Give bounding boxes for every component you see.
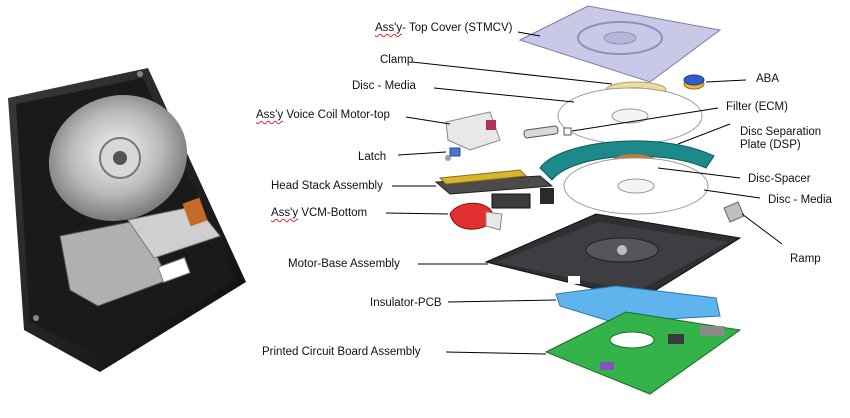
top-cover-part: [518, 5, 722, 83]
label-vcm-bottom: Ass'y VCM-Bottom: [271, 207, 367, 220]
head-stack-part: [434, 169, 554, 209]
vcm-bottom-part: [449, 202, 503, 231]
ramp-part: [723, 201, 745, 223]
label-vcm-top: Ass'y Voice Coil Motor-top: [256, 109, 390, 122]
label-disc-spacer: Disc-Spacer: [748, 173, 811, 185]
leader-pcba: [445, 351, 547, 355]
assembled-drive-photo: [8, 68, 246, 372]
leader-vcm-top: [405, 116, 451, 125]
label-dsp-line1: Disc Separation: [740, 126, 822, 138]
label-ramp: Ramp: [790, 253, 821, 265]
leader-disc-spacer: [657, 167, 741, 179]
disc-media-bottom-part: [563, 157, 709, 215]
label-top-cover: Ass'y- Top Cover (STMCV): [375, 22, 512, 35]
pcba-part: [544, 311, 742, 395]
latch-part: [445, 147, 461, 161]
label-vcm-bottom-prefix: Ass'y: [271, 207, 299, 219]
label-dsp: Disc Separation Plate (DSP): [740, 126, 821, 152]
leader-vcm-bottom: [385, 212, 449, 215]
label-clamp: Clamp: [380, 54, 414, 66]
leader-disc-media-right: [703, 189, 761, 199]
vcm-top-part: [445, 111, 501, 151]
label-filter: Filter (ECM): [726, 101, 788, 113]
label-latch: Latch: [358, 151, 387, 163]
leader-lines: [385, 31, 783, 355]
leader-top-cover: [517, 31, 541, 37]
leader-ramp: [741, 213, 783, 245]
aba-part: [683, 74, 705, 90]
label-top-cover-prefix: Ass'y: [375, 22, 403, 34]
motor-base-part: [484, 213, 742, 301]
label-insulator-pcb: Insulator-PCB: [370, 297, 442, 309]
label-head-stack: Head Stack Assembly: [271, 180, 383, 192]
leader-aba: [705, 79, 747, 83]
leader-filter: [571, 107, 719, 132]
label-top-cover-rest: - Top Cover (STMCV): [402, 22, 513, 34]
leader-disc-media-top: [433, 87, 575, 103]
label-vcm-bottom-rest: VCM-Bottom: [298, 207, 368, 219]
label-aba: ABA: [756, 73, 780, 85]
label-disc-media-right: Disc - Media: [768, 194, 832, 206]
insulator-pcb-part: [555, 285, 721, 323]
label-disc-media-top: Disc - Media: [352, 80, 416, 92]
label-pcba: Printed Circuit Board Assembly: [262, 346, 421, 358]
leader-dsp: [677, 123, 731, 145]
leader-clamp: [411, 61, 613, 85]
leader-insulator: [447, 299, 557, 303]
label-vcm-top-prefix: Ass'y: [256, 109, 284, 121]
label-vcm-top-rest: Voice Coil Motor-top: [283, 109, 390, 121]
dsp-part: [539, 140, 715, 181]
label-motor-base: Motor-Base Assembly: [288, 258, 400, 270]
filter-part: [523, 125, 572, 139]
leader-latch: [397, 151, 447, 156]
label-dsp-line2: Plate (DSP): [740, 139, 801, 151]
disc-media-top-part: [557, 87, 703, 145]
